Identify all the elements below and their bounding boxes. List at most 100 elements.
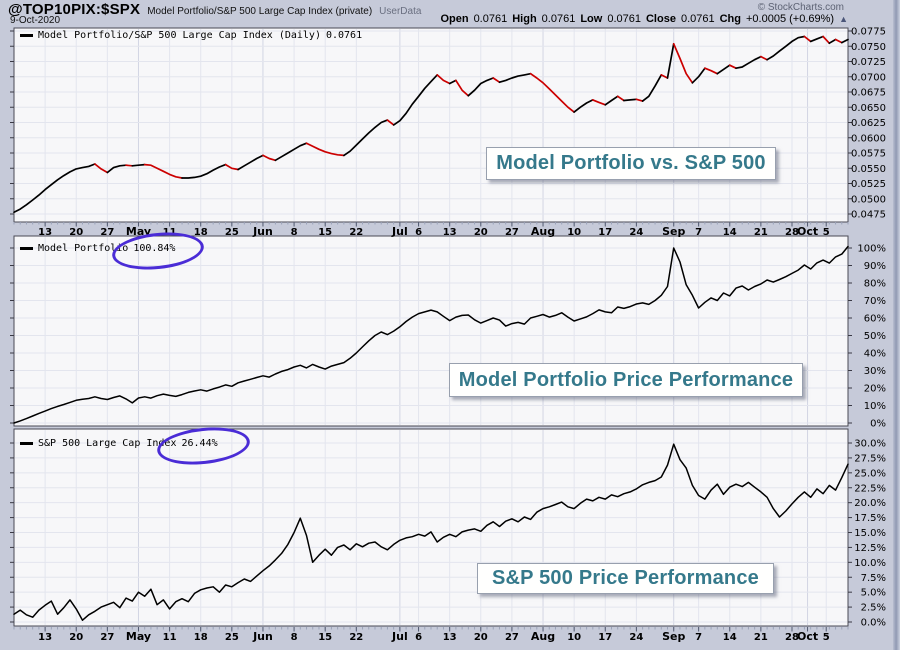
svg-text:21: 21 [754, 227, 768, 238]
svg-text:0.0700: 0.0700 [851, 72, 886, 83]
svg-text:Jun: Jun [252, 225, 273, 238]
svg-text:18: 18 [194, 632, 208, 643]
svg-text:20: 20 [69, 632, 83, 643]
svg-text:Aug: Aug [531, 630, 555, 643]
symbol-label: @TOP10PIX:$SPX [8, 1, 141, 18]
right-edge-scroll-strip [893, 0, 900, 650]
user-data-tag: UserData [379, 6, 422, 17]
legend-label: Model Portfolio/S&P 500 Large Cap Index … [38, 30, 321, 41]
svg-text:5: 5 [823, 227, 830, 238]
model-portfolio-legend: Model Portfolio 100.84% [20, 243, 175, 254]
svg-text:0.0%: 0.0% [861, 618, 886, 629]
svg-text:10: 10 [567, 227, 581, 238]
svg-text:50%: 50% [864, 331, 886, 342]
svg-text:28: 28 [785, 227, 799, 238]
chg-value: +0.0005 (+0.69%) [746, 13, 835, 25]
svg-text:20: 20 [474, 632, 488, 643]
svg-text:Jul: Jul [391, 225, 408, 238]
svg-text:40%: 40% [864, 349, 886, 360]
svg-text:0.0550: 0.0550 [851, 164, 886, 175]
svg-text:22: 22 [349, 632, 363, 643]
open-value: 0.0761 [473, 13, 508, 25]
svg-text:20.0%: 20.0% [854, 498, 886, 509]
svg-text:12.5%: 12.5% [854, 543, 886, 554]
open-label: Open [440, 13, 469, 25]
svg-text:10.0%: 10.0% [854, 558, 886, 569]
legend-value: 0.0761 [325, 30, 363, 41]
close-value: 0.0761 [680, 13, 715, 25]
svg-text:20%: 20% [864, 384, 886, 395]
svg-text:8: 8 [291, 227, 298, 238]
svg-text:0.0650: 0.0650 [851, 103, 886, 114]
legend-value: 26.44% [181, 438, 218, 449]
svg-text:14: 14 [723, 227, 737, 238]
svg-text:27.5%: 27.5% [854, 453, 886, 464]
svg-text:Jul: Jul [391, 630, 408, 643]
svg-text:Aug: Aug [531, 225, 555, 238]
svg-text:20: 20 [69, 227, 83, 238]
close-label: Close [645, 13, 676, 25]
svg-text:0.0775: 0.0775 [851, 27, 886, 38]
svg-text:May: May [126, 630, 151, 643]
legend-label: Model Portfolio [38, 243, 129, 254]
sp500-legend: S&P 500 Large Cap Index 26.44% [20, 438, 218, 449]
svg-text:0.0725: 0.0725 [851, 57, 886, 68]
svg-text:25.0%: 25.0% [854, 468, 886, 479]
low-label: Low [580, 13, 603, 25]
svg-text:13: 13 [443, 632, 457, 643]
svg-text:15: 15 [318, 227, 332, 238]
svg-text:27: 27 [505, 227, 519, 238]
svg-text:6: 6 [415, 227, 422, 238]
legend-value: 100.84% [133, 243, 176, 254]
svg-text:24: 24 [629, 632, 643, 643]
svg-text:11: 11 [163, 632, 177, 643]
annotation-sp500: S&P 500 Price Performance [477, 563, 774, 594]
svg-text:13: 13 [38, 227, 52, 238]
chg-label: Chg [719, 13, 741, 25]
svg-text:13: 13 [38, 632, 52, 643]
svg-text:Oct: Oct [797, 225, 818, 238]
svg-text:15.0%: 15.0% [854, 528, 886, 539]
svg-text:0.0525: 0.0525 [851, 179, 886, 190]
svg-text:0.0750: 0.0750 [851, 42, 886, 53]
svg-text:5: 5 [823, 632, 830, 643]
chart-title: Model Portfolio/S&P 500 Large Cap Index … [147, 6, 373, 17]
svg-text:Sep: Sep [662, 225, 685, 238]
svg-text:28: 28 [785, 632, 799, 643]
line-swatch-icon [20, 247, 33, 250]
svg-text:17: 17 [598, 632, 612, 643]
svg-text:17.5%: 17.5% [854, 513, 886, 524]
svg-text:27: 27 [100, 227, 114, 238]
annotation-ratio: Model Portfolio vs. S&P 500 [486, 147, 776, 180]
svg-text:Jun: Jun [252, 630, 273, 643]
svg-text:8: 8 [291, 632, 298, 643]
svg-text:10%: 10% [864, 401, 886, 412]
svg-text:0.0500: 0.0500 [851, 194, 886, 205]
svg-text:22.5%: 22.5% [854, 483, 886, 494]
svg-text:15: 15 [318, 632, 332, 643]
ratio-legend: Model Portfolio/S&P 500 Large Cap Index … [20, 30, 362, 41]
svg-text:10: 10 [567, 632, 581, 643]
svg-text:0.0625: 0.0625 [851, 118, 886, 129]
svg-text:18: 18 [194, 227, 208, 238]
svg-text:May: May [126, 225, 151, 238]
svg-text:7: 7 [695, 227, 702, 238]
legend-label: S&P 500 Large Cap Index [38, 438, 177, 449]
svg-text:80%: 80% [864, 279, 886, 290]
svg-text:17: 17 [598, 227, 612, 238]
annotation-model-portfolio: Model Portfolio Price Performance [449, 363, 803, 397]
chart-date: 9-Oct-2020 [10, 15, 61, 26]
svg-text:30.0%: 30.0% [854, 439, 886, 450]
svg-text:0%: 0% [870, 419, 886, 430]
svg-text:14: 14 [723, 632, 737, 643]
low-value: 0.0761 [607, 13, 641, 25]
svg-text:7: 7 [695, 632, 702, 643]
svg-text:Oct: Oct [797, 630, 818, 643]
svg-text:24: 24 [629, 227, 643, 238]
high-label: High [512, 13, 537, 25]
svg-text:27: 27 [100, 632, 114, 643]
svg-text:7.5%: 7.5% [861, 573, 886, 584]
svg-text:Sep: Sep [662, 630, 685, 643]
svg-text:25: 25 [225, 632, 239, 643]
